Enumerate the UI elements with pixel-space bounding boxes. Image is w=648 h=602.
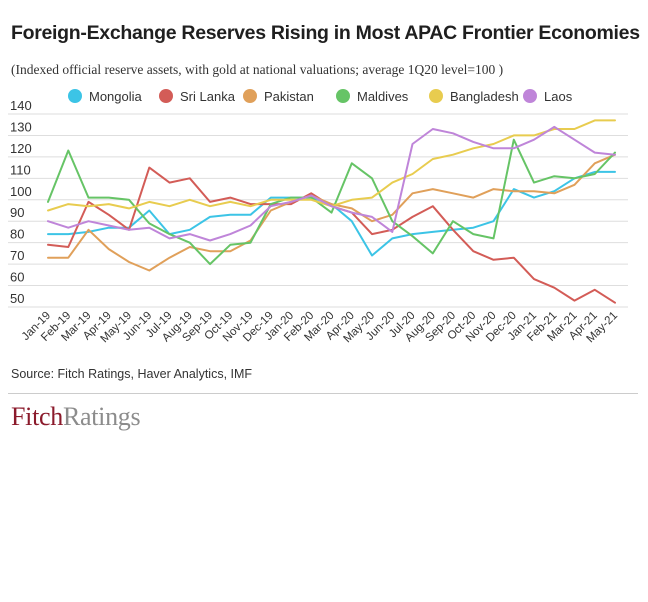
x-axis: Jan-19Feb-19Mar-19Apr-19May-19Jun-19Jul-… [20,310,620,346]
y-axis: 50 60 70 80 90 100 110 120 130 140 [10,98,32,306]
legend-swatch-laos [523,89,537,103]
y-tick-label-80: 80 [10,227,24,242]
y-tick-label-140: 140 [10,98,32,113]
logo-ratings: Ratings [62,402,141,431]
series-line-maldives [47,138,616,266]
legend-swatch-maldives [336,89,350,103]
legend-label-sri-lanka: Sri Lanka [180,89,236,104]
legend-item-laos: Laos [523,89,573,104]
divider [8,393,638,394]
legend-label-maldives: Maldives [357,89,409,104]
chart-subtitle: (Indexed official reserve assets, with g… [11,62,504,77]
legend-swatch-mongolia [68,89,82,103]
legend-swatch-pakistan [243,89,257,103]
legend-label-pakistan: Pakistan [264,89,314,104]
legend-swatch-sri-lanka [159,89,173,103]
y-tick-label-100: 100 [10,184,32,199]
legend-label-laos: Laos [544,89,573,104]
y-tick-label-70: 70 [10,248,24,263]
y-tick-label-90: 90 [10,205,24,220]
legend-item-sri-lanka: Sri Lanka [159,89,236,104]
legend-item-pakistan: Pakistan [243,89,314,104]
legend-label-bangladesh: Bangladesh [450,89,519,104]
fitch-ratings-logo: FitchRatings [11,402,141,432]
series-lines [47,119,616,304]
y-tick-label-60: 60 [10,270,24,285]
series-line-laos [47,125,616,242]
logo-fitch: Fitch [11,402,63,431]
legend-item-bangladesh: Bangladesh [429,89,519,104]
legend-swatch-bangladesh [429,89,443,103]
source-note: Source: Fitch Ratings, Haver Analytics, … [11,367,253,381]
legend-item-maldives: Maldives [336,89,409,104]
legend-label-mongolia: Mongolia [89,89,143,104]
legend: Mongolia Sri Lanka Pakistan Maldives Banglad… [68,89,573,104]
series-line-pakistan [47,153,616,272]
legend-item-mongolia: Mongolia [68,89,143,104]
line-chart: Mongolia Sri Lanka Pakistan Maldives Banglad… [8,89,628,346]
series-line-bangladesh [47,119,616,212]
y-tick-label-110: 110 [10,162,31,177]
y-tick-label-120: 120 [10,141,32,156]
series-line-sri-lanka [47,166,616,304]
y-tick-label-50: 50 [10,291,24,306]
y-tick-label-130: 130 [10,119,32,134]
chart-title: Foreign-Exchange Reserves Rising in Most… [11,22,640,44]
